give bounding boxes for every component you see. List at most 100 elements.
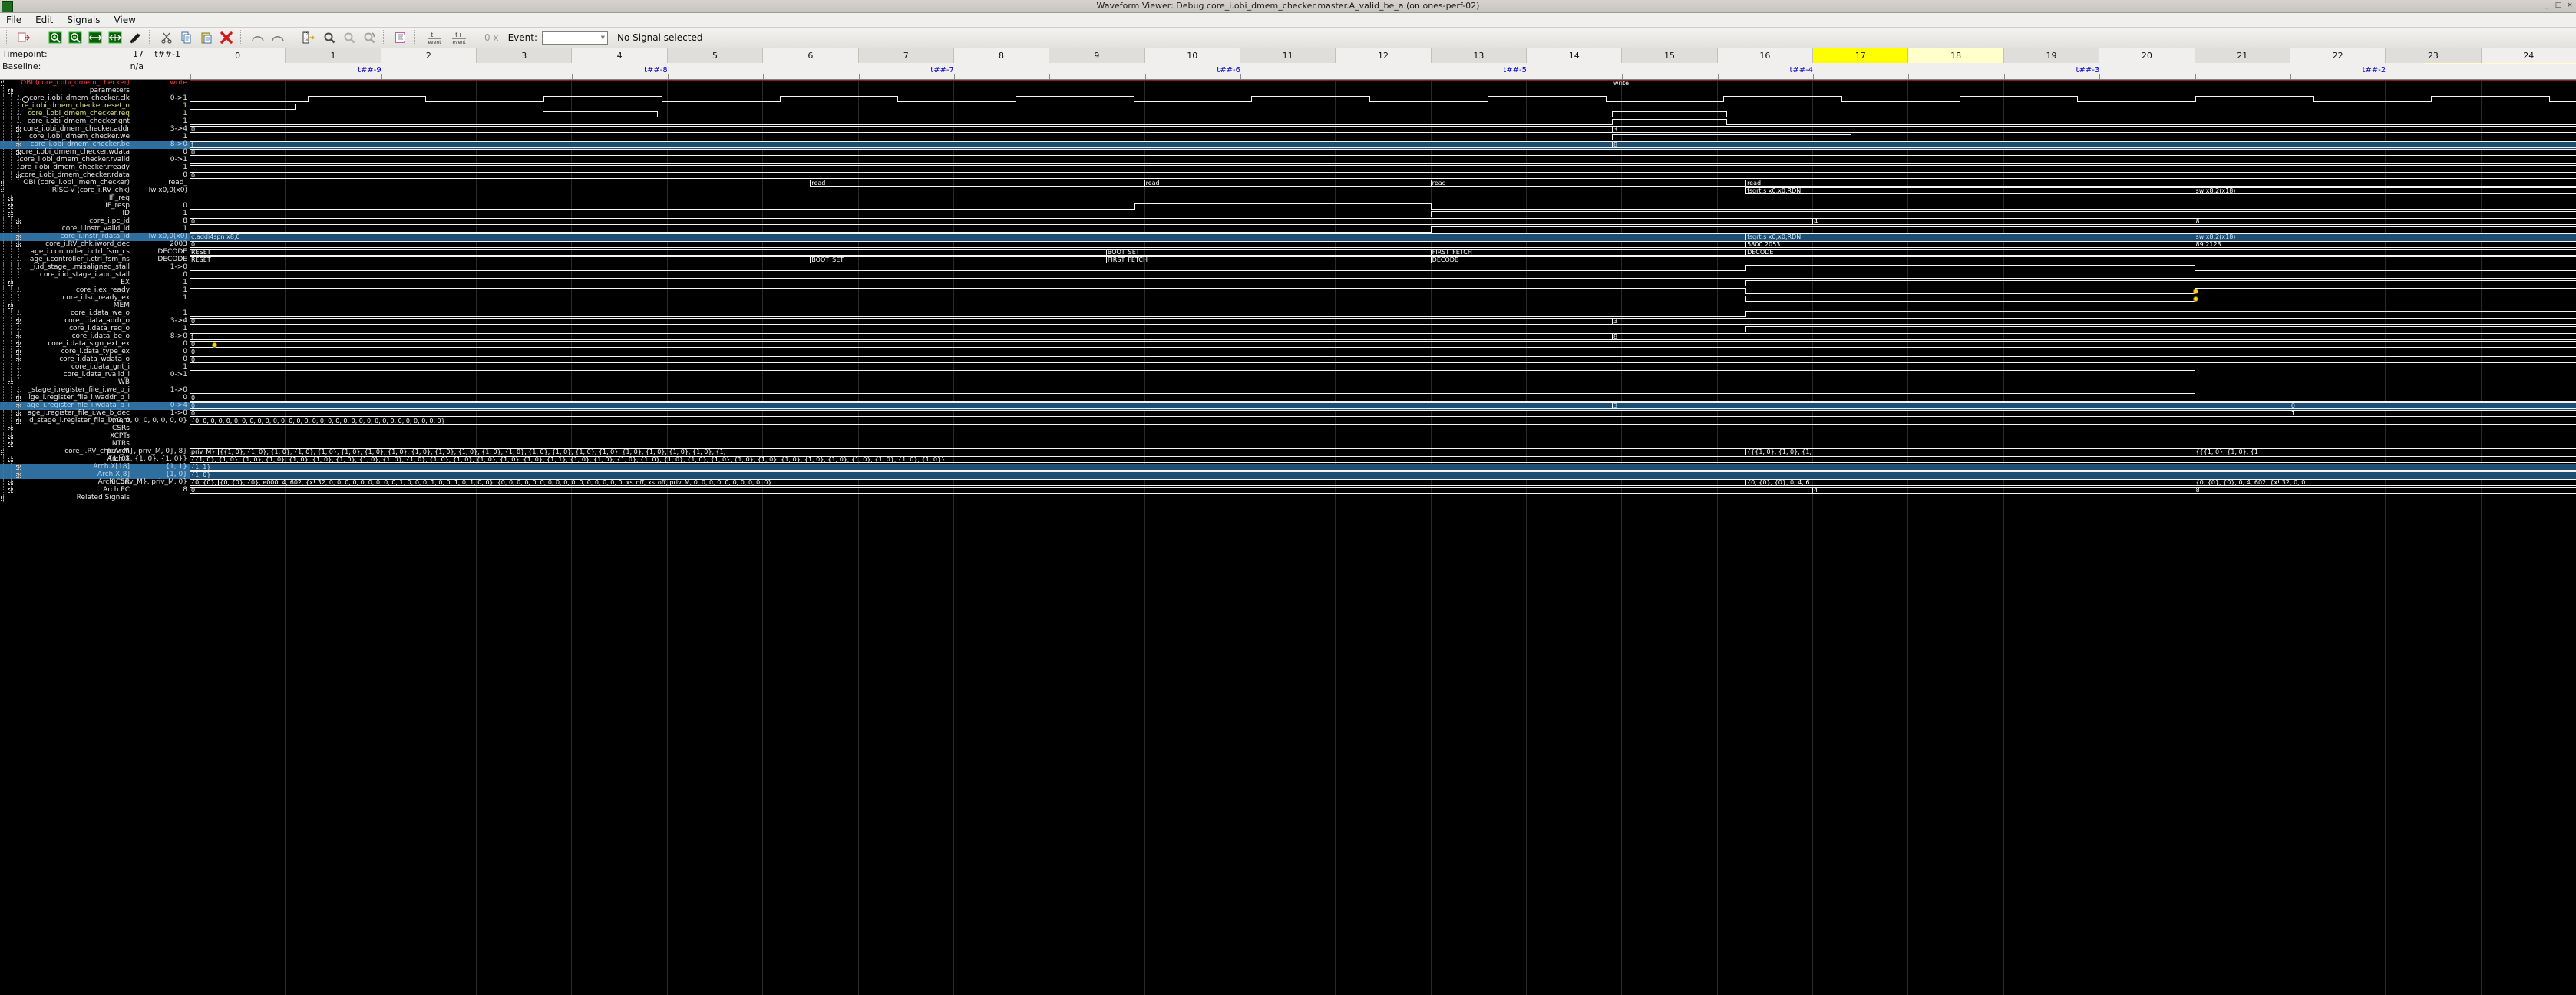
signal-row[interactable]: + core_i.data_addr_o 3->4 bbox=[0, 317, 190, 326]
signal-row[interactable]: - WB bbox=[0, 378, 190, 387]
zoom-in-icon[interactable] bbox=[46, 29, 64, 46]
signal-row[interactable]: core_i.obi_dmem_checker.rvalid 0->1 bbox=[0, 156, 190, 164]
signal-row[interactable]: + Related Signals bbox=[0, 494, 190, 502]
signal-row[interactable]: _stage_i.register_file_i.we_b_i 1->0 bbox=[0, 386, 190, 395]
zoom-fit-icon[interactable] bbox=[86, 29, 104, 46]
paste-icon[interactable] bbox=[197, 29, 216, 46]
collapse-icon[interactable]: - bbox=[8, 458, 13, 463]
signal-row[interactable]: core_i.obi_dmem_checker.gnt 1 bbox=[0, 117, 190, 126]
ruler-tick[interactable]: 0 bbox=[190, 48, 286, 63]
signal-row[interactable]: - Arch.X {1, 0}, {1, 0}, {1, 0}} bbox=[0, 455, 190, 464]
signal-row[interactable]: + IF_req bbox=[0, 194, 190, 203]
collapse-icon[interactable]: - bbox=[8, 281, 13, 286]
signal-row[interactable]: + core_i.RV_chk.iword_dec 2003 bbox=[0, 240, 190, 249]
brush-icon[interactable] bbox=[126, 29, 144, 46]
expand-icon[interactable]: + bbox=[8, 427, 14, 432]
signal-row[interactable]: core_i.ex_ready 1 bbox=[0, 286, 190, 295]
expand-icon[interactable]: + bbox=[1, 496, 6, 501]
expand-icon[interactable]: + bbox=[16, 150, 21, 156]
expand-icon[interactable]: + bbox=[16, 220, 21, 225]
window-controls[interactable]: _ □ × bbox=[2542, 1, 2574, 11]
search-prev-icon[interactable] bbox=[340, 29, 358, 46]
collapse-icon[interactable]: - bbox=[8, 304, 13, 309]
signal-row[interactable]: core_i.data_req_o 1 bbox=[0, 325, 190, 333]
ruler-tick[interactable]: 14 bbox=[1527, 48, 1623, 63]
menu-item-edit[interactable]: Edit bbox=[35, 15, 54, 25]
compare-icon[interactable] bbox=[391, 29, 410, 46]
ruler-tick[interactable]: 21 bbox=[2195, 48, 2290, 63]
signal-row[interactable]: + Arch.PC 8 bbox=[0, 486, 190, 494]
signal-row[interactable]: + core_i.obi_dmem_checker.addr 3->4 bbox=[0, 125, 190, 134]
undo-icon[interactable] bbox=[249, 29, 267, 46]
signal-row[interactable]: + age_i.register_file_i.we_b_dec 1->0 bbox=[0, 409, 190, 418]
signal-row[interactable]: _i.id_stage_i.misaligned_stall 1->0 bbox=[0, 263, 190, 272]
expand-icon[interactable]: + bbox=[16, 319, 21, 325]
expand-icon[interactable]: + bbox=[8, 435, 14, 440]
collapse-icon[interactable]: - bbox=[1, 450, 5, 455]
signal-row[interactable]: + core_i.pc_id 8 bbox=[0, 217, 190, 226]
close-icon[interactable]: × bbox=[2567, 2, 2573, 9]
event-marker[interactable] bbox=[2192, 289, 2198, 294]
signal-row[interactable]: + core_i.instr_rdata_id lw x0,0(x0) bbox=[0, 233, 190, 241]
ruler-tick[interactable]: 15 bbox=[1622, 48, 1718, 63]
ruler-tick[interactable]: 4 bbox=[572, 48, 668, 63]
expand-icon[interactable]: + bbox=[16, 235, 21, 240]
signal-row[interactable]: + IF_resp 0 bbox=[0, 202, 190, 210]
signal-row[interactable]: age_i.controller_i.ctrl_fsm_cs DECODE bbox=[0, 248, 190, 256]
cut-icon[interactable] bbox=[157, 29, 176, 46]
ruler-tick[interactable]: 16 bbox=[1718, 48, 1814, 63]
ruler-tick[interactable]: 3 bbox=[477, 48, 573, 63]
ruler-tick[interactable]: 18 bbox=[1908, 48, 2004, 63]
signal-row[interactable]: re_i.obi_dmem_checker.reset_n 1 bbox=[0, 102, 190, 111]
ruler-tick[interactable]: 5 bbox=[667, 48, 764, 63]
event-marker[interactable] bbox=[212, 342, 218, 348]
expand-icon[interactable]: + bbox=[16, 143, 21, 148]
event-select[interactable]: ▼ bbox=[541, 31, 608, 45]
ruler-tick[interactable]: 12 bbox=[1336, 48, 1432, 63]
ruler-tick[interactable]: 24 bbox=[2482, 48, 2576, 63]
search-icon[interactable] bbox=[320, 29, 339, 46]
waveform-canvas[interactable]: 0340f8f00readreadreadreadfsqrt.s x0,x0,R… bbox=[190, 80, 2576, 995]
expand-icon[interactable]: + bbox=[16, 419, 21, 425]
signal-row[interactable]: + XCPTs bbox=[0, 432, 190, 441]
signal-row[interactable]: core_i.obi_dmem_checker.we 1 bbox=[0, 133, 190, 141]
ruler-tick[interactable]: 6 bbox=[763, 48, 859, 63]
prev-event-icon[interactable]: t− event bbox=[423, 29, 446, 46]
signal-row[interactable]: + core_i.obi_dmem_checker.be 8->0 bbox=[0, 140, 190, 149]
signal-row[interactable]: - core_i.RV_chk.Arch priv_M}, priv_M, 0}, … bbox=[0, 448, 190, 456]
signal-row[interactable]: age_i.controller_i.ctrl_fsm_ns DECODE bbox=[0, 256, 190, 264]
menu-item-file[interactable]: File bbox=[6, 15, 22, 25]
expand-icon[interactable]: + bbox=[8, 481, 14, 486]
expand-icon[interactable]: + bbox=[16, 358, 21, 363]
export-icon[interactable] bbox=[15, 29, 33, 46]
ruler-tick[interactable]: 13 bbox=[1431, 48, 1527, 63]
signal-row[interactable]: core_i.data_rvalid_i 0->1 bbox=[0, 371, 190, 379]
signal-name-panel[interactable]: - OBI (core_i.obi_dmem_checker) write + para… bbox=[0, 80, 190, 995]
ruler-tick[interactable]: 2 bbox=[381, 48, 477, 63]
collapse-icon[interactable]: - bbox=[1, 81, 5, 87]
ruler-tick[interactable]: 10 bbox=[1145, 48, 1240, 63]
minimize-icon[interactable]: _ bbox=[2545, 2, 2549, 9]
collapse-icon[interactable]: - bbox=[8, 212, 13, 217]
expand-icon[interactable]: + bbox=[1, 181, 6, 187]
zoom-full-icon[interactable] bbox=[106, 29, 124, 46]
signal-row[interactable]: core_i.obi_dmem_checker.clk 0->1 bbox=[0, 94, 190, 103]
signal-row[interactable]: + core_i.data_type_ex 0 bbox=[0, 348, 190, 356]
signal-row[interactable]: - RISC-V (core_i.RV_chk) lw x0,0(x0) bbox=[0, 187, 190, 195]
search-next-icon[interactable] bbox=[360, 29, 378, 46]
ruler-tick[interactable]: 11 bbox=[1240, 48, 1336, 63]
signal-row[interactable]: - MEM bbox=[0, 302, 190, 310]
signal-row[interactable]: - OBI (core_i.obi_dmem_checker) write bbox=[0, 80, 190, 88]
signal-row[interactable]: + core_i.data_wdata_o 0 bbox=[0, 355, 190, 364]
radix-icon[interactable]: 12 34 bbox=[300, 29, 319, 46]
ruler-tick[interactable]: 17 bbox=[1813, 48, 1909, 63]
expand-icon[interactable]: + bbox=[16, 342, 21, 348]
event-marker[interactable] bbox=[2192, 296, 2198, 302]
signal-row[interactable]: - ID 1 bbox=[0, 210, 190, 218]
signal-row[interactable]: + age_i.register_file_i.wdata_b_i 0->4 bbox=[0, 402, 190, 410]
expand-icon[interactable]: + bbox=[8, 442, 14, 448]
collapse-icon[interactable]: - bbox=[1, 189, 5, 194]
signal-row[interactable]: + parameters bbox=[0, 87, 190, 95]
signal-row[interactable]: + Arch.X[8] {1, 0} bbox=[0, 471, 190, 479]
expand-icon[interactable]: + bbox=[8, 89, 14, 94]
